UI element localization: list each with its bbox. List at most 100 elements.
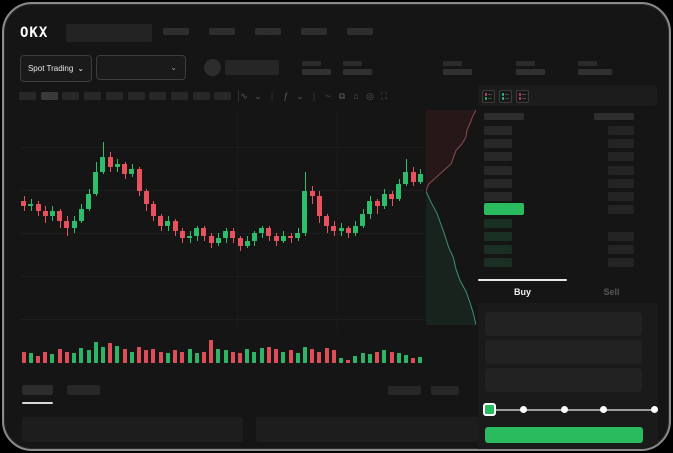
orderbook-bids-icon[interactable] bbox=[499, 90, 512, 103]
ask-row-price[interactable] bbox=[484, 152, 512, 162]
slider-step-dot[interactable] bbox=[561, 406, 568, 413]
bid-row-price[interactable] bbox=[484, 245, 512, 254]
stat-high bbox=[443, 61, 472, 75]
compare-icon[interactable]: ~ bbox=[325, 91, 331, 101]
candle-body bbox=[223, 230, 229, 239]
bid-row-price[interactable] bbox=[484, 232, 512, 241]
amount-slider-track[interactable] bbox=[489, 409, 654, 411]
volume-bar bbox=[72, 352, 77, 363]
timeframe-button[interactable] bbox=[192, 92, 210, 100]
candle-body bbox=[417, 174, 423, 182]
volume-bar bbox=[122, 349, 127, 363]
bottom-action-2[interactable] bbox=[431, 386, 459, 395]
timeframe-button[interactable] bbox=[19, 92, 36, 100]
candle-body bbox=[367, 201, 373, 214]
volume-bar bbox=[223, 350, 228, 363]
volume-bar bbox=[418, 357, 423, 363]
nav-item-placeholder[interactable] bbox=[163, 28, 189, 35]
volume-bar bbox=[21, 351, 26, 363]
candle-body bbox=[345, 228, 351, 234]
total-input[interactable] bbox=[485, 368, 642, 392]
volume-bar bbox=[86, 350, 91, 363]
chevron-down-icon[interactable]: ⌄ bbox=[254, 90, 262, 101]
orderbook-last-price[interactable] bbox=[484, 203, 524, 215]
candle-body bbox=[259, 228, 265, 234]
candle-body bbox=[172, 221, 178, 231]
line-style-icon[interactable]: ∿ bbox=[240, 90, 248, 101]
ask-row-price[interactable] bbox=[484, 192, 512, 201]
candle-body bbox=[86, 193, 92, 209]
nav-item-placeholder[interactable] bbox=[347, 28, 373, 35]
spot-trading-label: Spot Trading bbox=[27, 64, 74, 73]
volume-bar bbox=[252, 351, 257, 363]
layers-icon[interactable]: ⧉ bbox=[338, 90, 346, 101]
okx-logo[interactable]: OKX bbox=[20, 25, 49, 41]
nav-item-placeholder[interactable] bbox=[255, 28, 281, 35]
timeframe-button[interactable] bbox=[214, 92, 232, 100]
spot-trading-dropdown[interactable]: Spot Trading ⌄ bbox=[20, 55, 92, 82]
candle-body bbox=[396, 184, 402, 199]
fullscreen-icon[interactable]: ⛶ bbox=[380, 90, 388, 101]
timeframe-button[interactable] bbox=[149, 92, 167, 100]
amount-input[interactable] bbox=[485, 340, 642, 364]
volume-bar bbox=[396, 352, 401, 363]
volume-bar bbox=[288, 350, 293, 363]
bid-row-amount bbox=[608, 232, 634, 241]
ask-row-amount bbox=[608, 126, 634, 135]
volume-bar bbox=[194, 352, 199, 363]
nav-item-placeholder[interactable] bbox=[209, 28, 235, 35]
ask-row-price[interactable] bbox=[484, 126, 512, 135]
nav-item-placeholder[interactable] bbox=[301, 28, 327, 35]
candle-body bbox=[201, 228, 207, 236]
orderbook-asks-icon[interactable] bbox=[516, 90, 529, 103]
ask-row-price[interactable] bbox=[484, 165, 512, 175]
gridline-vertical bbox=[337, 110, 338, 332]
orderbook-both-icon[interactable] bbox=[482, 90, 495, 103]
tab-buy[interactable]: Buy bbox=[513, 287, 531, 297]
pair-select-dropdown[interactable]: ⌄ bbox=[96, 55, 186, 80]
volume-bar bbox=[180, 351, 185, 363]
slider-step-dot[interactable] bbox=[600, 406, 607, 413]
volume-bar bbox=[50, 353, 55, 363]
price-input[interactable] bbox=[485, 312, 642, 336]
bottom-action-1[interactable] bbox=[388, 386, 421, 395]
tab-sell[interactable]: Sell bbox=[603, 287, 620, 297]
timeframe-button[interactable] bbox=[105, 92, 123, 100]
bid-row-price[interactable] bbox=[484, 258, 512, 267]
settings-icon[interactable]: ◎ bbox=[366, 90, 374, 101]
timeframe-button[interactable] bbox=[84, 92, 102, 100]
timeframe-button[interactable] bbox=[170, 92, 188, 100]
candle-body bbox=[71, 221, 77, 229]
volume-bar bbox=[403, 354, 408, 363]
volume-bar bbox=[295, 352, 300, 363]
volume-bar bbox=[201, 351, 206, 363]
bid-row-price[interactable] bbox=[484, 219, 512, 228]
candlestick-chart[interactable] bbox=[20, 110, 424, 332]
ask-row-price[interactable] bbox=[484, 139, 512, 149]
volume-bar bbox=[346, 359, 351, 363]
volume-bar bbox=[281, 351, 286, 363]
volume-bar bbox=[245, 349, 250, 363]
ask-row-price[interactable] bbox=[484, 178, 512, 188]
camera-icon[interactable]: ⌂ bbox=[353, 91, 359, 101]
indicator-icon[interactable]: ƒ bbox=[283, 91, 289, 101]
chevron-down-icon[interactable]: ⌄ bbox=[296, 90, 304, 101]
bottom-active-tab-underline bbox=[22, 402, 53, 404]
timeframe-button[interactable] bbox=[127, 92, 145, 100]
last-price-amount bbox=[608, 205, 634, 214]
timeframe-button[interactable] bbox=[62, 92, 80, 100]
bottom-panel-right bbox=[256, 417, 479, 442]
volume-bar bbox=[266, 346, 271, 363]
buy-button[interactable] bbox=[485, 427, 643, 443]
volume-bar bbox=[187, 349, 192, 363]
bottom-tab-order-history[interactable] bbox=[67, 385, 100, 395]
candle-body bbox=[302, 191, 308, 234]
slider-handle[interactable] bbox=[483, 403, 496, 416]
slider-step-dot[interactable] bbox=[651, 406, 658, 413]
slider-step-dot[interactable] bbox=[520, 406, 527, 413]
timeframe-button[interactable] bbox=[40, 92, 58, 100]
candle-body bbox=[129, 169, 135, 175]
bottom-tab-open-orders[interactable] bbox=[22, 385, 53, 395]
candle-body bbox=[251, 233, 257, 241]
